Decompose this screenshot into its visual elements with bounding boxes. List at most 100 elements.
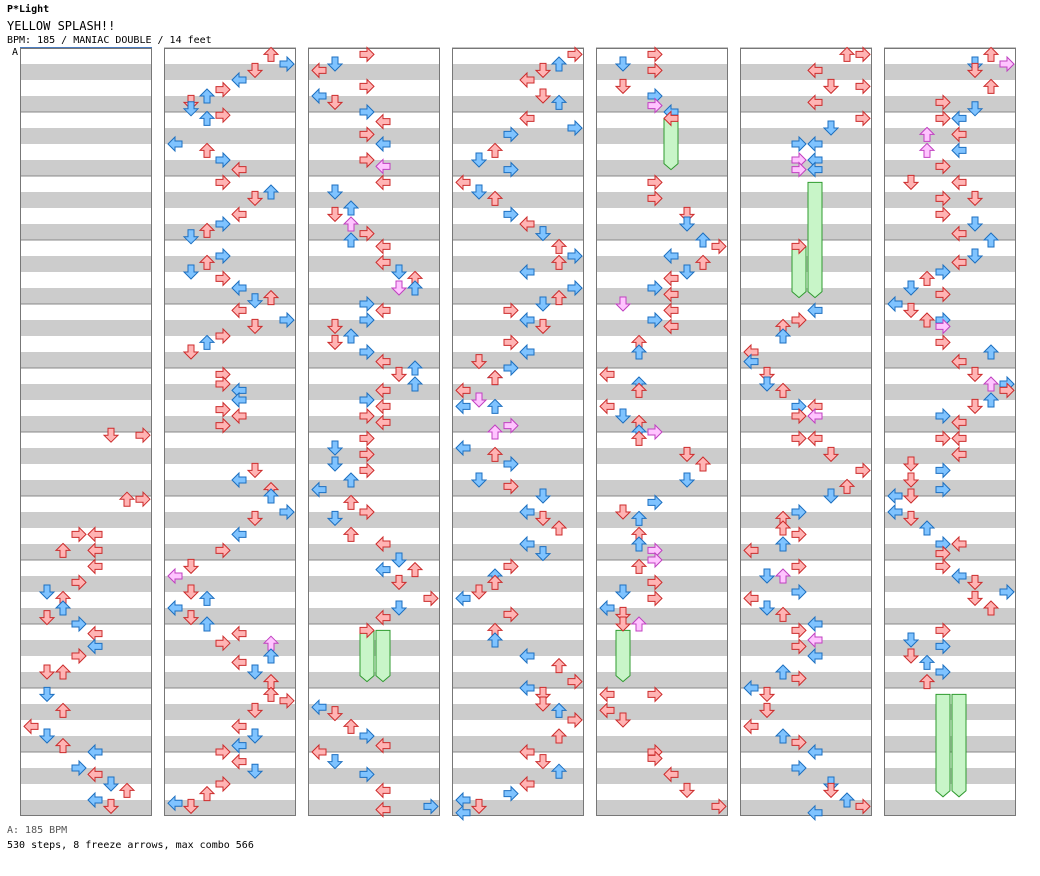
step-arrow-blue <box>246 293 264 309</box>
beat-stripe <box>452 320 584 336</box>
step-arrow-red <box>102 427 120 443</box>
beat-stripe <box>20 640 152 656</box>
step-arrow-pink <box>647 97 663 114</box>
beat-stripe <box>884 576 1016 592</box>
step-arrow-red <box>663 110 679 127</box>
beat-stripe <box>308 800 440 816</box>
step-arrow-red <box>375 535 391 553</box>
column-border <box>884 48 1016 816</box>
beat-stripe <box>164 672 296 688</box>
step-arrow-red <box>550 728 568 744</box>
step-arrow-red <box>342 718 360 734</box>
step-arrow-red <box>567 673 583 690</box>
step-arrow-blue <box>935 462 951 479</box>
beat-stripe <box>20 672 152 688</box>
beat-stripe <box>596 800 728 816</box>
step-arrow-blue <box>326 510 344 527</box>
step-arrow-blue <box>71 615 87 633</box>
beat-stripe <box>740 544 872 560</box>
column-border <box>740 48 872 816</box>
beat-stripe <box>884 480 1016 496</box>
beat-stripe <box>452 384 584 400</box>
step-arrow-red <box>246 462 264 479</box>
beat-stripe <box>164 704 296 720</box>
step-arrow-red <box>406 561 424 578</box>
beat-stripe <box>452 672 584 688</box>
freeze-arrow <box>951 693 967 798</box>
step-arrow-red <box>215 81 231 98</box>
beat-stripe <box>164 96 296 112</box>
step-arrow-red <box>503 302 519 319</box>
beat-stripe <box>884 608 1016 624</box>
step-arrow-red <box>999 382 1015 399</box>
step-arrow-red <box>982 600 1000 616</box>
step-arrow-red <box>326 334 344 351</box>
beat-stripe <box>452 160 584 176</box>
step-arrow-red <box>375 238 391 255</box>
beat-stripe <box>20 224 152 240</box>
step-arrow-blue <box>87 638 103 655</box>
step-arrow-red <box>918 673 936 690</box>
step-arrow-red <box>215 270 231 287</box>
beat-stripe <box>20 256 152 272</box>
step-arrow-red <box>519 743 535 761</box>
step-arrow-blue <box>326 184 344 200</box>
beat-stripe <box>164 800 296 816</box>
step-arrow-red <box>647 686 663 703</box>
step-arrow-blue <box>935 481 951 498</box>
step-arrow-blue <box>167 135 183 153</box>
step-arrow-red <box>935 622 951 639</box>
column-border <box>452 48 584 816</box>
step-arrow-red <box>342 526 360 542</box>
step-stats: 530 steps, 8 freeze arrows, max combo 56… <box>7 840 254 851</box>
step-arrow-red <box>246 702 264 719</box>
step-arrow-red <box>807 430 823 447</box>
step-arrow-blue <box>550 94 568 110</box>
step-arrow-red <box>791 238 807 255</box>
step-arrow-blue <box>678 264 696 280</box>
step-arrow-pink <box>807 631 823 649</box>
step-arrow-red <box>375 737 391 754</box>
step-arrow-red <box>550 520 568 536</box>
beat-stripe <box>452 352 584 368</box>
step-arrow-red <box>711 238 727 255</box>
step-arrow-pink <box>390 280 408 296</box>
beat-stripe <box>596 576 728 592</box>
beat-stripe <box>20 64 152 80</box>
step-arrow-red <box>359 151 375 169</box>
beat-stripe <box>452 192 584 208</box>
step-arrow-blue <box>935 407 951 425</box>
step-arrow-red <box>599 686 615 703</box>
step-arrow-blue <box>455 590 471 607</box>
step-arrow-red <box>951 126 967 143</box>
step-arrow-red <box>951 446 967 463</box>
step-arrow-red <box>647 62 663 79</box>
step-arrow-red <box>375 609 391 626</box>
step-arrow-red <box>855 46 871 63</box>
beat-stripe <box>20 128 152 144</box>
step-arrow-blue <box>182 101 200 117</box>
beat-stripe <box>308 160 440 176</box>
step-arrow-red <box>23 718 39 735</box>
step-arrow-red <box>663 318 679 335</box>
step-arrow-blue <box>231 526 247 543</box>
beat-stripe <box>452 288 584 304</box>
step-arrow-blue <box>758 568 776 584</box>
beat-stripe <box>20 704 152 720</box>
step-arrow-red <box>614 616 632 632</box>
step-arrow-red <box>262 686 280 702</box>
beat-stripe <box>884 448 1016 464</box>
step-arrow-red <box>791 734 807 751</box>
step-arrow-pink <box>774 568 792 584</box>
step-arrow-red <box>678 782 696 799</box>
step-arrow-red <box>215 106 231 124</box>
step-arrow-red <box>758 686 776 703</box>
step-arrow-blue <box>614 408 632 424</box>
beat-stripe <box>452 608 584 624</box>
beat-stripe <box>20 416 152 432</box>
step-arrow-blue <box>982 232 1000 248</box>
step-arrow-blue <box>887 487 903 505</box>
beat-stripe <box>20 192 152 208</box>
step-arrow-red <box>375 782 391 799</box>
step-arrow-red <box>87 542 103 559</box>
